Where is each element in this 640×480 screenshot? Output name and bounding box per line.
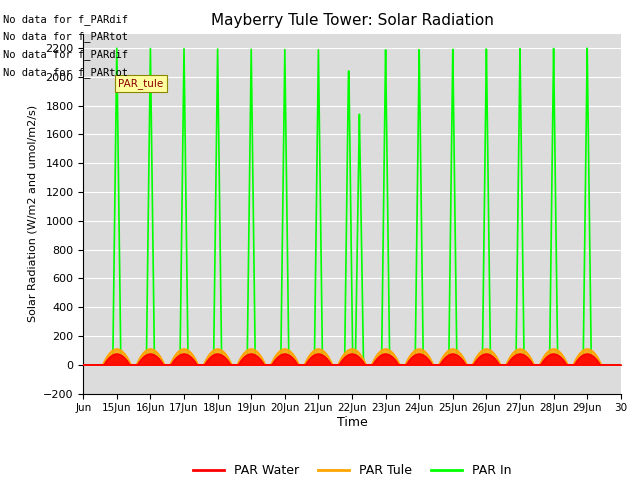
- Y-axis label: Solar Radiation (W/m2 and umol/m2/s): Solar Radiation (W/m2 and umol/m2/s): [28, 105, 37, 322]
- Text: No data for f_PARtot: No data for f_PARtot: [3, 31, 128, 42]
- Title: Mayberry Tule Tower: Solar Radiation: Mayberry Tule Tower: Solar Radiation: [211, 13, 493, 28]
- Text: No data for f_PARtot: No data for f_PARtot: [3, 67, 128, 78]
- Text: No data for f_PARdif: No data for f_PARdif: [3, 13, 128, 24]
- Text: PAR_tule: PAR_tule: [118, 78, 163, 89]
- Legend: PAR Water, PAR Tule, PAR In: PAR Water, PAR Tule, PAR In: [188, 459, 516, 480]
- Text: No data for f_PARdif: No data for f_PARdif: [3, 49, 128, 60]
- X-axis label: Time: Time: [337, 416, 367, 429]
